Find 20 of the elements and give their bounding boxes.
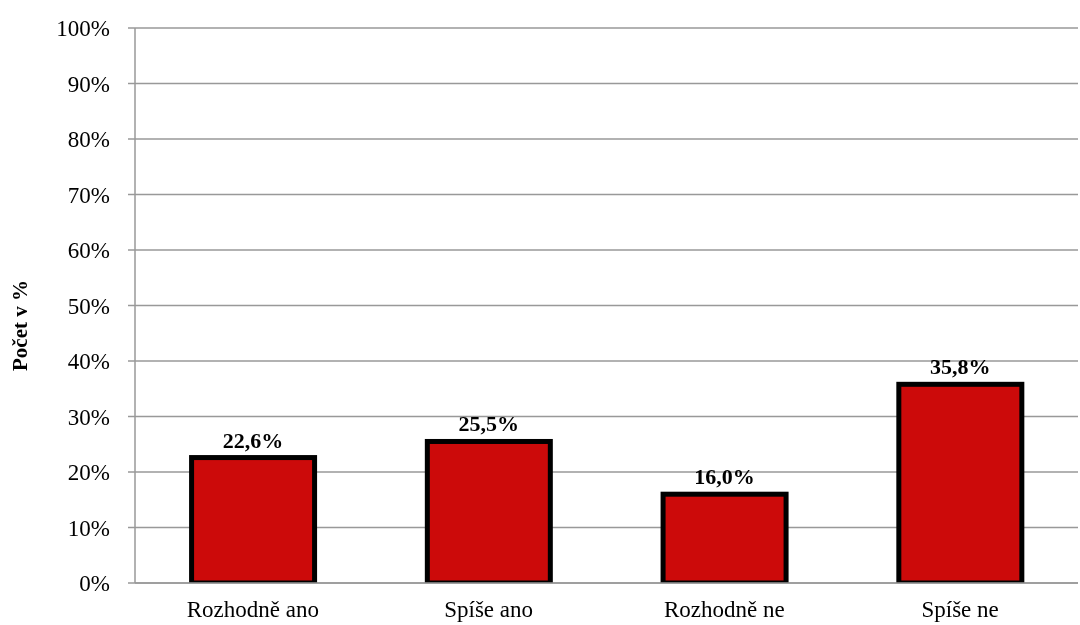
y-tick-label: 0% xyxy=(79,571,110,597)
data-label: 16,0% xyxy=(694,464,755,490)
y-tick-label: 10% xyxy=(67,515,110,541)
x-tick-label: Rozhodně ano xyxy=(186,597,319,623)
x-tick-label: Spíše ano xyxy=(444,597,534,623)
data-label: 35,8% xyxy=(930,354,991,380)
y-tick-label: 60% xyxy=(67,238,110,264)
y-tick-label: 70% xyxy=(67,182,110,208)
y-tick-label: 50% xyxy=(67,293,110,319)
data-label: 25,5% xyxy=(458,411,520,437)
data-label: 22,6% xyxy=(222,427,284,453)
y-tick-label: 100% xyxy=(56,16,110,42)
x-tick-label: Rozhodně ne xyxy=(664,597,785,623)
y-tick-label: 40% xyxy=(67,349,110,375)
y-tick-label: 80% xyxy=(67,127,110,153)
y-axis-title: Počet v % xyxy=(8,280,32,371)
y-tick-label: 90% xyxy=(67,71,110,97)
y-tick-label: 30% xyxy=(67,404,110,430)
y-tick-label: 20% xyxy=(67,460,110,486)
x-tick-label: Spíše ne xyxy=(921,597,999,623)
